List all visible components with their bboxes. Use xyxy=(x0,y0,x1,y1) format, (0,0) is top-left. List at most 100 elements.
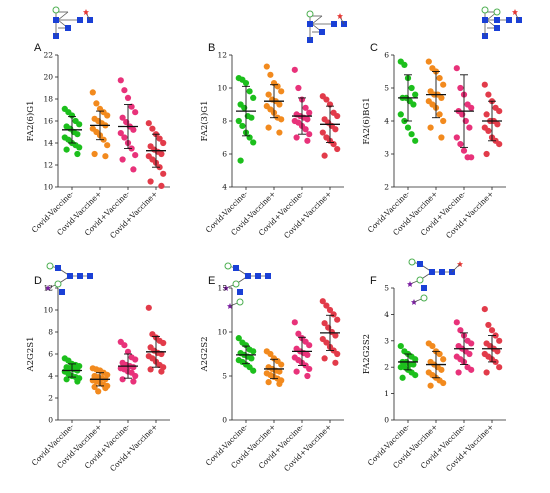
y-tick-label: 6 xyxy=(48,350,53,359)
data-point xyxy=(156,135,163,142)
glcnac-square xyxy=(77,273,83,279)
data-point xyxy=(104,142,111,149)
fucose-sialic-star xyxy=(45,285,51,291)
data-point xyxy=(304,116,311,123)
data-point xyxy=(483,111,490,118)
data-point xyxy=(278,116,285,123)
data-point xyxy=(160,139,167,147)
glycan-structure-icon xyxy=(45,262,93,295)
data-point xyxy=(128,103,135,110)
data-point xyxy=(408,131,415,138)
y-tick-label: 5 xyxy=(222,372,227,381)
glycan-structure-icon xyxy=(306,10,347,43)
glcnac-square xyxy=(417,261,423,267)
data-point xyxy=(485,127,492,134)
data-point xyxy=(76,121,83,128)
data-point xyxy=(453,134,460,141)
data-point xyxy=(304,137,311,144)
data-point xyxy=(68,112,76,119)
data-point xyxy=(276,380,283,388)
data-point xyxy=(330,311,337,318)
data-point xyxy=(263,63,270,70)
galactose-circle xyxy=(416,276,424,284)
data-point xyxy=(89,89,96,96)
data-point xyxy=(488,327,496,334)
fucose-sialic-star xyxy=(407,281,413,287)
data-point xyxy=(457,84,464,92)
data-point xyxy=(276,368,283,375)
y-tick-label: 2 xyxy=(384,183,389,192)
data-point xyxy=(104,112,111,119)
galactose-circle xyxy=(493,8,501,16)
data-point xyxy=(412,356,419,363)
data-point xyxy=(425,58,432,65)
data-point xyxy=(265,124,272,131)
glycan-structure-icon xyxy=(407,258,463,305)
y-axis-label: A2G2S1 xyxy=(26,337,36,373)
data-point xyxy=(158,350,165,358)
y-tick-label: 1 xyxy=(384,389,389,398)
data-point xyxy=(332,359,339,366)
glcnac-square xyxy=(55,265,61,271)
glycan-bond xyxy=(57,11,69,21)
data-point xyxy=(274,83,281,90)
data-point xyxy=(291,66,298,73)
galactose-circle xyxy=(54,280,62,288)
panel-letter: C xyxy=(370,42,378,54)
data-point xyxy=(496,108,503,115)
x-tick-label: Covid+Vaccine+ xyxy=(282,189,333,240)
data-point xyxy=(304,372,311,380)
data-point xyxy=(293,368,300,375)
data-point xyxy=(321,152,328,159)
glcnac-square xyxy=(53,17,59,23)
glcnac-square xyxy=(245,273,251,279)
data-point xyxy=(235,335,242,342)
data-point xyxy=(295,330,302,337)
data-point xyxy=(438,366,445,373)
data-point xyxy=(306,365,313,373)
data-point xyxy=(466,350,473,358)
glycan-structure-icon xyxy=(223,262,271,309)
data-point xyxy=(330,141,337,148)
data-point xyxy=(397,111,404,118)
data-point xyxy=(326,306,334,314)
data-point xyxy=(323,96,330,103)
data-point xyxy=(404,124,412,131)
panel-letter: B xyxy=(208,42,215,54)
y-axis-label: FA2(6)BG1 xyxy=(361,97,372,144)
data-point xyxy=(130,166,137,173)
data-point xyxy=(412,372,419,379)
data-point xyxy=(334,316,341,323)
data-point xyxy=(468,366,475,373)
glcnac-square xyxy=(87,273,93,279)
data-point xyxy=(242,79,250,87)
panel-letter: F xyxy=(370,275,377,287)
glcnac-square xyxy=(429,269,435,275)
chart-panel-c: C23456FA2(6)BG1Covid-Vaccine-Covid-Vacci… xyxy=(361,6,522,240)
glcnac-square xyxy=(77,17,83,23)
data-point xyxy=(304,351,311,358)
data-point xyxy=(250,348,257,355)
data-point xyxy=(119,156,126,163)
glycan-structure-icon xyxy=(481,6,522,39)
galactose-circle xyxy=(481,6,489,14)
y-axis-label: A2G2S2 xyxy=(200,337,210,373)
data-point xyxy=(119,114,126,121)
data-point xyxy=(246,88,253,95)
data-point xyxy=(239,122,246,130)
data-point xyxy=(436,111,443,118)
data-point xyxy=(121,134,128,141)
data-point xyxy=(130,364,137,371)
data-point xyxy=(427,382,434,389)
data-point xyxy=(410,361,417,368)
data-point xyxy=(132,152,139,159)
y-tick-label: 2 xyxy=(48,394,53,403)
data-point xyxy=(334,350,341,358)
data-point xyxy=(332,332,339,339)
data-point xyxy=(248,114,255,121)
fucose-sialic-star xyxy=(223,285,229,291)
data-point xyxy=(496,141,503,148)
y-tick-label: 10 xyxy=(43,183,53,192)
data-point xyxy=(158,182,165,189)
